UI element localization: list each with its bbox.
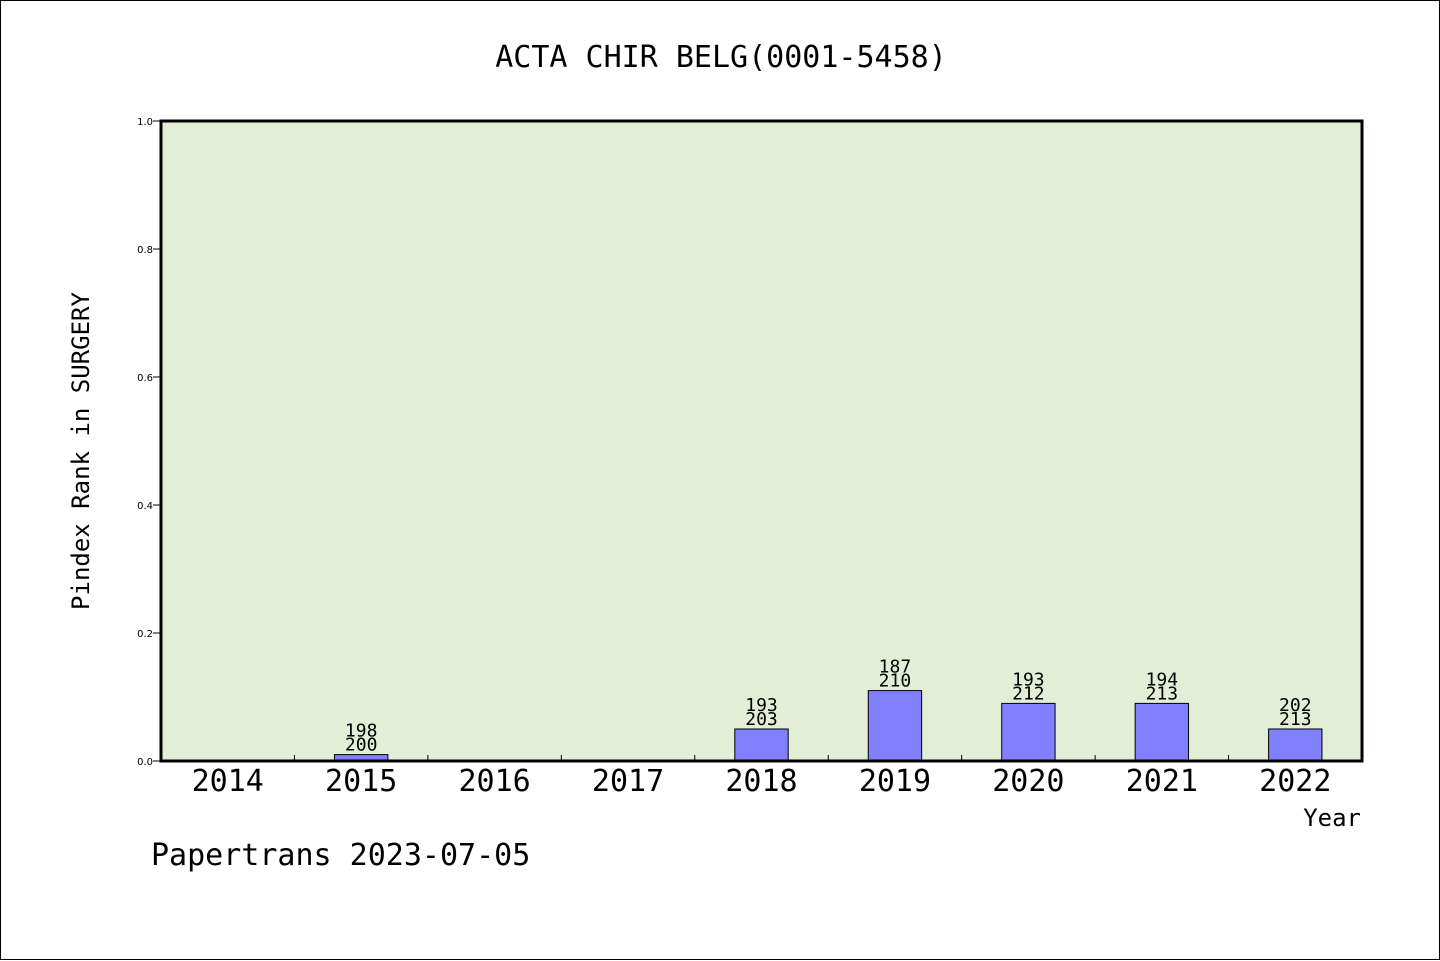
y-axis-label: Pindex Rank in SURGERY	[67, 292, 95, 610]
x-tick-label: 2022	[1259, 764, 1331, 799]
x-tick-label: 2015	[325, 764, 397, 799]
y-axis: 0.0 0.2 0.4 0.6 0.8 1.0	[137, 117, 161, 768]
data-label-bottom: 200	[345, 735, 378, 756]
data-label-top: 187	[879, 657, 912, 678]
bars	[333, 690, 1323, 762]
x-tick-label: 2021	[1126, 764, 1198, 799]
plot-area	[161, 121, 1362, 761]
x-tick-label: 2019	[859, 764, 931, 799]
plot-border	[159, 119, 1364, 763]
data-label-top: 193	[745, 695, 778, 716]
x-tick-label: 2018	[725, 764, 797, 799]
x-tick-label: 2016	[458, 764, 530, 799]
y-tick-label: 1.0	[137, 117, 153, 128]
data-label-bottom: 203	[745, 709, 778, 730]
data-label-top: 193	[1012, 669, 1045, 690]
footer-text: Papertrans 2023-07-05	[151, 838, 530, 873]
data-label-bottom: 213	[1279, 709, 1312, 730]
bar	[1001, 702, 1056, 762]
x-tick-label: 2014	[192, 764, 264, 799]
x-axis-label: Year	[1303, 804, 1361, 832]
y-tick-label: 0.8	[137, 245, 153, 256]
bar	[867, 690, 923, 762]
data-label-bottom: 212	[1012, 683, 1045, 704]
y-tick-label: 0.0	[137, 757, 153, 768]
x-tick-label: 2017	[592, 764, 664, 799]
data-label-bottom: 210	[879, 671, 912, 692]
data-label-top: 194	[1146, 669, 1179, 690]
chart-title: ACTA CHIR BELG(0001-5458)	[495, 40, 947, 75]
y-tick-label: 0.2	[137, 629, 153, 640]
bar	[734, 728, 789, 762]
bar	[1134, 702, 1190, 762]
data-label-top: 202	[1279, 695, 1312, 716]
y-tick-label: 0.4	[137, 501, 153, 512]
x-tick-label: 2020	[992, 764, 1064, 799]
data-label-bottom: 213	[1146, 683, 1179, 704]
x-axis: 2014 2015 2016 2017 2018 2019 2020 2021 2022	[192, 755, 1331, 799]
data-label-top: 198	[345, 721, 378, 742]
y-tick-label: 0.6	[137, 373, 153, 384]
bar	[1268, 728, 1323, 762]
